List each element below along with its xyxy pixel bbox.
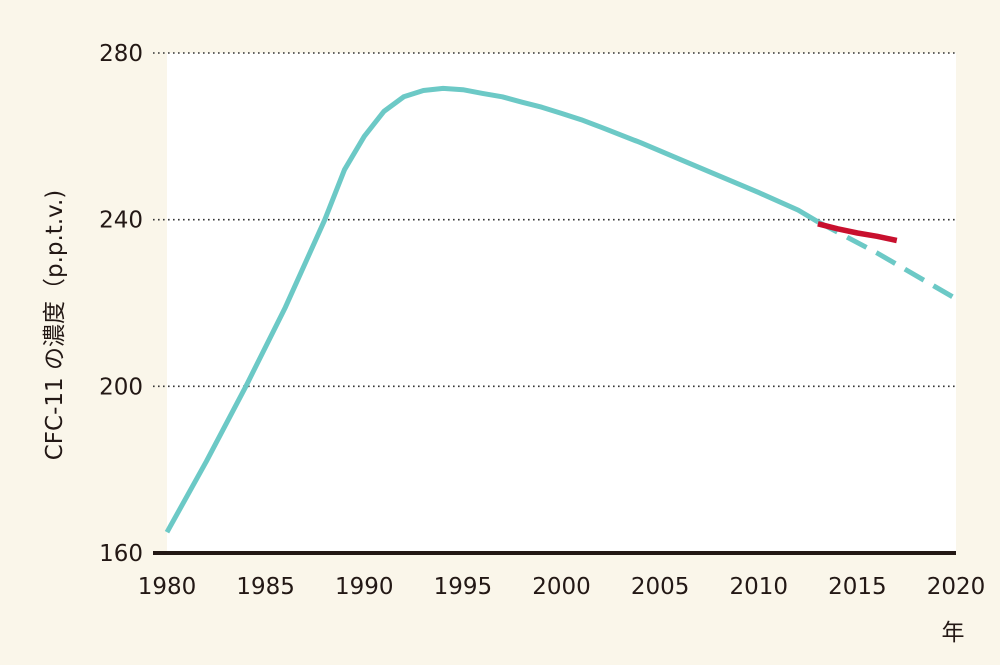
series-line-2 <box>816 219 958 301</box>
series-layer <box>164 85 958 534</box>
x-tick-label: 2020 <box>927 574 986 600</box>
x-tick-label: 2005 <box>631 574 690 600</box>
y-tick-label: 160 <box>99 541 143 567</box>
x-axis-title: 年 <box>942 620 965 646</box>
y-axis-title: CFC-11 の濃度（p.p.t.v.) <box>42 190 68 461</box>
x-tick-label: 1995 <box>434 574 493 600</box>
plot-area <box>167 53 956 553</box>
x-tick-labels: 1980 1985 1990 1995 2000 2005 2010 2015 2020 <box>138 574 986 600</box>
series-line-1 <box>164 85 820 534</box>
y-tick-label: 280 <box>99 41 143 67</box>
y-tick-labels: 160 200 240 280 <box>99 41 143 567</box>
x-tick-label: 1985 <box>236 574 295 600</box>
series-line-3 <box>817 221 898 244</box>
y-tick-label: 200 <box>99 374 143 400</box>
x-tick-label: 2000 <box>532 574 591 600</box>
x-tick-label: 2015 <box>828 574 887 600</box>
x-tick-label: 1990 <box>335 574 394 600</box>
x-tick-label: 2010 <box>729 574 788 600</box>
y-tick-label: 240 <box>99 208 143 234</box>
x-tick-label: 1980 <box>138 574 197 600</box>
grid-lines <box>153 52 956 388</box>
